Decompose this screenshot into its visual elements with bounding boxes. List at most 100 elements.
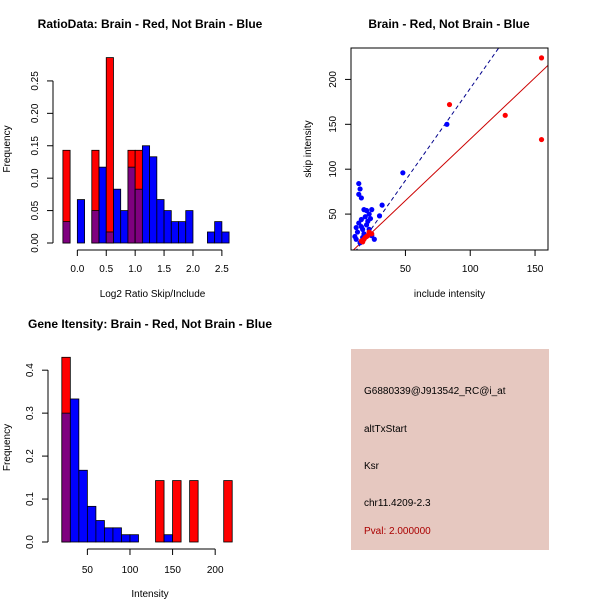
y-tick-label: 0.25 (30, 71, 41, 91)
y-tick-label: 0.4 (25, 363, 36, 377)
brain-fit-line (352, 64, 548, 250)
chart-title: Gene Itensity: Brain - Red, Not Brain - … (28, 317, 272, 331)
chart-title: Brain - Red, Not Brain - Blue (368, 17, 530, 31)
histogram-bar-not-brain (104, 527, 114, 543)
histogram-bar-not-brain (214, 221, 223, 244)
histogram-bar-not-brain (76, 199, 85, 244)
x-tick-label: 50 (400, 264, 412, 275)
brain-point (446, 101, 453, 108)
x-tick-label: 100 (462, 264, 479, 275)
histogram-bar-not-brain (112, 527, 122, 543)
not-brain-point (444, 121, 450, 127)
histogram-bar-not-brain (185, 210, 194, 244)
x-tick-label: 2.0 (186, 264, 200, 275)
not-brain-point (363, 207, 370, 214)
not-brain-point (356, 180, 362, 187)
info-panel: G6880339@J913542_RC@i_at altTxStart Ksr … (351, 349, 549, 550)
not-brain-point (367, 215, 374, 222)
plot-frame (350, 47, 549, 251)
y-tick-label: 100 (328, 160, 339, 177)
y-tick-label: 200 (328, 71, 339, 88)
histogram-bar-brain (223, 480, 233, 543)
x-tick-label: 100 (122, 565, 139, 576)
not-brain-point (366, 211, 372, 217)
x-axis-label: Intensity (131, 589, 168, 600)
x-axis-label: include intensity (414, 289, 485, 300)
histogram-bar-not-brain (163, 210, 172, 244)
not-brain-point (369, 207, 375, 213)
x-tick-label: 0.5 (99, 264, 113, 275)
x-tick-label: 2.5 (215, 264, 229, 275)
x-tick-label: 150 (164, 565, 181, 576)
chromosome-location: chr11.4209-2.3 (364, 498, 431, 509)
not-brain-point (353, 224, 359, 231)
y-tick-label: 0.2 (25, 449, 36, 463)
y-axis-label: Frequency (2, 125, 13, 172)
histogram-bar-not-brain (98, 166, 107, 244)
y-tick-label: 150 (328, 116, 339, 133)
x-tick-label: 150 (527, 264, 544, 275)
histogram-bar-not-brain (163, 534, 173, 543)
histogram-bar-overlap (61, 412, 71, 543)
histogram-bar-not-brain (78, 469, 88, 543)
y-tick-label: 50 (328, 208, 339, 220)
histogram-bar-not-brain (207, 231, 216, 244)
y-axis-label: Frequency (2, 424, 13, 471)
x-tick-label: 1.0 (128, 264, 142, 275)
not-brain-point (358, 216, 364, 223)
histogram-bar-not-brain (95, 520, 105, 543)
x-tick-label: 1.5 (157, 264, 171, 275)
histogram-bar-not-brain (69, 398, 80, 543)
y-tick-label: 0.1 (25, 492, 36, 506)
histogram-bar-brain (105, 57, 114, 244)
x-tick-label: 0.0 (70, 264, 84, 275)
not-brain-point (379, 202, 385, 208)
histogram-bar-not-brain (120, 210, 129, 244)
chart-scatter: 50 100 150 50 100 150 200 Brain - Red, Not Brai… (303, 17, 549, 300)
y-axis-label: skip intensity (303, 120, 314, 177)
not-brain-point (358, 195, 364, 201)
scatter-plot-area (352, 48, 548, 250)
y-tick-label: 0.05 (30, 200, 41, 220)
histogram-bar-not-brain (170, 221, 179, 244)
y-tick-label: 0.20 (30, 103, 41, 123)
histogram-bar-overlap (105, 231, 114, 244)
gene-symbol: Ksr (364, 461, 379, 472)
y-tick-label: 0.15 (30, 136, 41, 156)
histogram-bar-overlap (91, 210, 100, 244)
histogram-bar-not-brain (141, 145, 151, 244)
histogram-bar-overlap (62, 221, 71, 244)
y-tick-label: 0.0 (25, 535, 36, 549)
not-brain-point (352, 233, 358, 240)
not-brain-point (376, 213, 383, 219)
brain-point (369, 231, 375, 237)
brain-point (365, 233, 371, 239)
not-brain-fit-line (355, 48, 500, 250)
pval-text: Pval: 2.000000 (364, 526, 431, 537)
chart-ratio: 0.0 0.5 1.0 1.5 2.0 2.5 0.00 0.05 0.10 0.15 0.20 0.… (2, 17, 263, 300)
histogram-bar-overlap (134, 188, 143, 244)
event-type: altTxStart (364, 424, 407, 435)
not-brain-point (357, 186, 363, 192)
histogram-bar-not-brain (113, 188, 122, 244)
x-axis-label: Log2 Ratio Skip/Include (100, 289, 206, 300)
not-brain-point (400, 170, 406, 176)
brain-point (538, 55, 545, 61)
not-brain-point (362, 214, 368, 220)
not-brain-point (356, 220, 362, 226)
x-tick-label: 50 (82, 565, 94, 576)
y-tick-label: 0.10 (30, 168, 41, 188)
not-brain-point (356, 191, 362, 197)
not-brain-point (360, 226, 366, 232)
y-tick-label: 0.3 (25, 406, 36, 420)
histogram-bar-brain (172, 480, 182, 543)
histogram-bar-not-brain (221, 231, 230, 244)
histogram-bar-overlap (127, 166, 136, 244)
brain-point (360, 239, 366, 245)
brain-point (538, 136, 545, 143)
histogram-bar-not-brain (129, 534, 139, 543)
gene-id: G6880339@J913542_RC@i_at (364, 386, 506, 397)
not-brain-point (371, 236, 377, 242)
chart-title: RatioData: Brain - Red, Not Brain - Blue (38, 17, 263, 31)
